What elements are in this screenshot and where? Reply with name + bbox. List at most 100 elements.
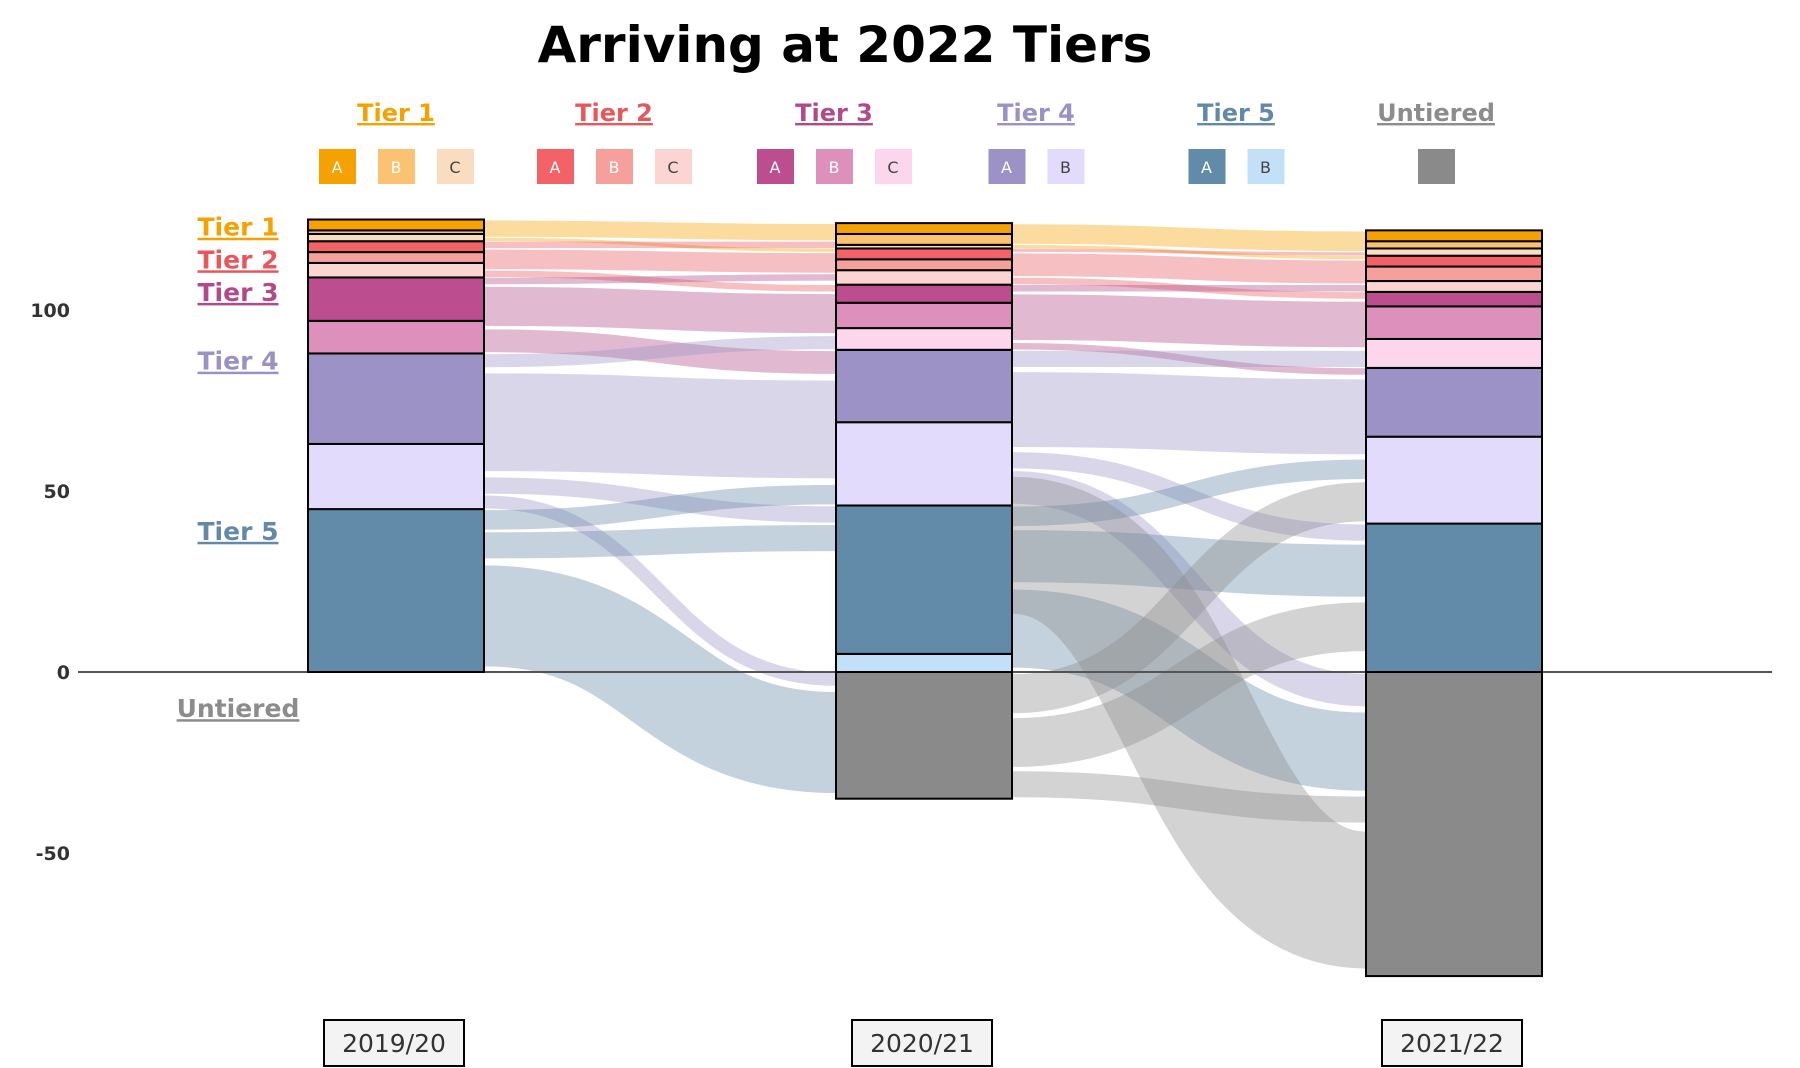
- season-box-2020-21: [851, 1019, 993, 1067]
- chart-title: Arriving at 2022 Tiers: [538, 16, 1153, 74]
- bar-2021-22-untiered: [1365, 671, 1543, 978]
- flow-tier-1-to-tier-2: [483, 237, 837, 252]
- bar-2021-22-tier-3-a: [1365, 290, 1543, 308]
- legend-tier-3-swatch-label: C: [887, 158, 898, 177]
- legend-tier-2-heading: Tier 2: [575, 99, 653, 127]
- y-tick-label: 0: [57, 662, 70, 684]
- flow-tier-4-to-tier-4: [1011, 372, 1367, 455]
- flow-tier-5-to-untiered: [482, 565, 838, 794]
- flows-layer: [482, 220, 1371, 969]
- flow-untiered-to-untiered: [1011, 771, 1367, 823]
- legend-tier-2-swatch-a: [537, 149, 574, 184]
- side-label-tier-5: Tier 5: [197, 517, 278, 546]
- season-label-2020-21: 2020/21: [870, 1029, 974, 1058]
- flow-tier-5-to-tier-4: [1011, 459, 1367, 527]
- legend-tier-3-swatch-c: [875, 149, 912, 184]
- side-label-untiered: Untiered: [177, 694, 300, 723]
- legend-tier-5-swatch-label: A: [1201, 158, 1212, 177]
- bar-2019-20-tier-1-a: [307, 218, 485, 232]
- bar-2021-22-tier-2-c: [1365, 280, 1543, 293]
- flow-tier-1-to-tier-1: [1011, 224, 1367, 251]
- flow-untiered-to-tier-5: [1011, 602, 1367, 768]
- legend-tier-1-swatch-c: [437, 149, 474, 184]
- bar-2020-21-tier-2-b: [835, 258, 1013, 272]
- legend-tier-2-swatch-b: [596, 149, 633, 184]
- flow-tier-2-to-tier-1: [1011, 248, 1367, 256]
- flow-tier-3-to-tier-2: [483, 274, 837, 285]
- legend-tier-3-swatch-a: [757, 149, 794, 184]
- tier-side-labels: Tier 1 Tier 2 Tier 3 Tier 4 Tier 5 Untiered: [177, 213, 300, 723]
- bar-2019-20-tier-1-c: [307, 232, 485, 243]
- legend-tier-4-swatch-b: [1047, 149, 1085, 184]
- legend-tier-4-swatch-label: A: [1001, 158, 1012, 177]
- legend-tier-2-swatch-label: B: [609, 158, 620, 177]
- flow-tier-4-to-untiered: [1011, 471, 1367, 707]
- flow-tier-4-to-tier-3: [483, 336, 837, 368]
- bar-2020-21-tier-2-a: [835, 247, 1013, 261]
- flow-tier-3-to-tier-4: [483, 329, 837, 374]
- legend-tier-1-swatch-label: C: [449, 158, 460, 177]
- flow-tier-3-to-tier-3: [483, 286, 837, 334]
- legend-tier-3-heading: Tier 3: [795, 99, 873, 127]
- legend-untiered-heading: Untiered: [1377, 99, 1495, 127]
- bar-2019-20-tier-2-c: [307, 261, 485, 279]
- season-labels: 2019/20 2020/21 2021/22: [323, 1019, 1523, 1067]
- bar-2020-21-tier-4-b: [835, 421, 1013, 507]
- flow-tier-4-to-tier-4: [483, 373, 837, 479]
- legend-tier-2-swatch-label: A: [550, 158, 561, 177]
- legend-tier-5-swatch-label: B: [1260, 158, 1271, 177]
- bar-2020-21-tier-5-a: [835, 504, 1013, 655]
- y-tick-label: 50: [44, 481, 70, 503]
- legend-tier-4-heading: Tier 4: [997, 99, 1075, 127]
- legend-tier-1-swatch-b: [378, 149, 415, 184]
- stacked-bars: [307, 218, 1543, 978]
- bar-2021-22-tier-1-b: [1365, 240, 1543, 250]
- flow-tier-2-to-tier-3: [1011, 277, 1367, 299]
- bar-2020-21-tier-3-a: [835, 283, 1013, 304]
- flow-tier-4-to-tier-5: [1011, 452, 1367, 541]
- legend-tier-5-heading: Tier 5: [1197, 99, 1275, 127]
- flow-tier-5-to-tier-5: [1011, 530, 1367, 597]
- flow-tier-2-to-tier-2: [1011, 253, 1367, 284]
- flow-tier-3-to-tier-4: [1011, 342, 1367, 375]
- side-label-tier-3: Tier 3: [197, 278, 278, 307]
- legend-tier-5-swatch-a: [1188, 149, 1226, 184]
- flow-new-to-untiered: [1007, 476, 1371, 969]
- bar-2021-22-tier-2-b: [1365, 265, 1543, 283]
- y-tick-label: -50: [36, 843, 70, 865]
- bar-2020-21-tier-1-b: [835, 232, 1013, 246]
- legend-tier-1-swatch-a: [319, 149, 356, 184]
- bar-2019-20-tier-2-b: [307, 251, 485, 264]
- legend-tier-2-swatch-label: C: [667, 158, 678, 177]
- bar-2021-22-tier-3-b: [1365, 305, 1543, 340]
- y-tick-label: 100: [30, 300, 70, 322]
- bar-2020-21-tier-1-a: [835, 222, 1013, 235]
- bar-2021-22-tier-2-a: [1365, 254, 1543, 268]
- legend-tier-1-swatch-label: B: [391, 158, 402, 177]
- bar-2020-21-tier-2-c: [835, 269, 1013, 286]
- legend-tier-4-swatch-a: [988, 149, 1026, 184]
- season-box-2019-20: [323, 1019, 465, 1067]
- bar-2019-20-tier-3-a: [307, 276, 485, 322]
- bar-2021-22-tier-5-a: [1365, 522, 1543, 674]
- season-label-2019-20: 2019/20: [342, 1029, 446, 1058]
- legend-tier-3-swatch-label: A: [770, 158, 781, 177]
- flow-tier-2-to-tier-2: [483, 249, 837, 273]
- bar-2019-20-tier-3-b: [307, 319, 485, 355]
- flow-tier-5-to-untiered: [1011, 589, 1367, 791]
- legend-tier-2-swatch-c: [655, 149, 692, 184]
- bar-2019-20-tier-2-a: [307, 240, 485, 254]
- bar-2020-21-tier-4-a: [835, 348, 1013, 424]
- legend: Tier 1 A B C Tier 2 A B C Tier 3 A B C Tier 4 A B Tier …: [319, 99, 1495, 184]
- legend-tier-3-swatch-label: B: [829, 158, 840, 177]
- bar-2021-22-tier-3-c: [1365, 337, 1543, 369]
- bar-2019-20-tier-4-a: [307, 352, 485, 445]
- flow-tier-4-to-untiered: [483, 495, 837, 686]
- legend-tier-3-swatch-b: [816, 149, 853, 184]
- flow-tier-5-to-tier-5: [483, 525, 837, 559]
- bar-2021-22-tier-1-c: [1365, 247, 1543, 257]
- season-label-2021-22: 2021/22: [1400, 1029, 1504, 1058]
- bar-2020-21-tier-3-b: [835, 301, 1013, 330]
- flow-tier-4-to-tier-5: [483, 477, 837, 523]
- flow-tier-2-to-tier-3: [483, 270, 837, 292]
